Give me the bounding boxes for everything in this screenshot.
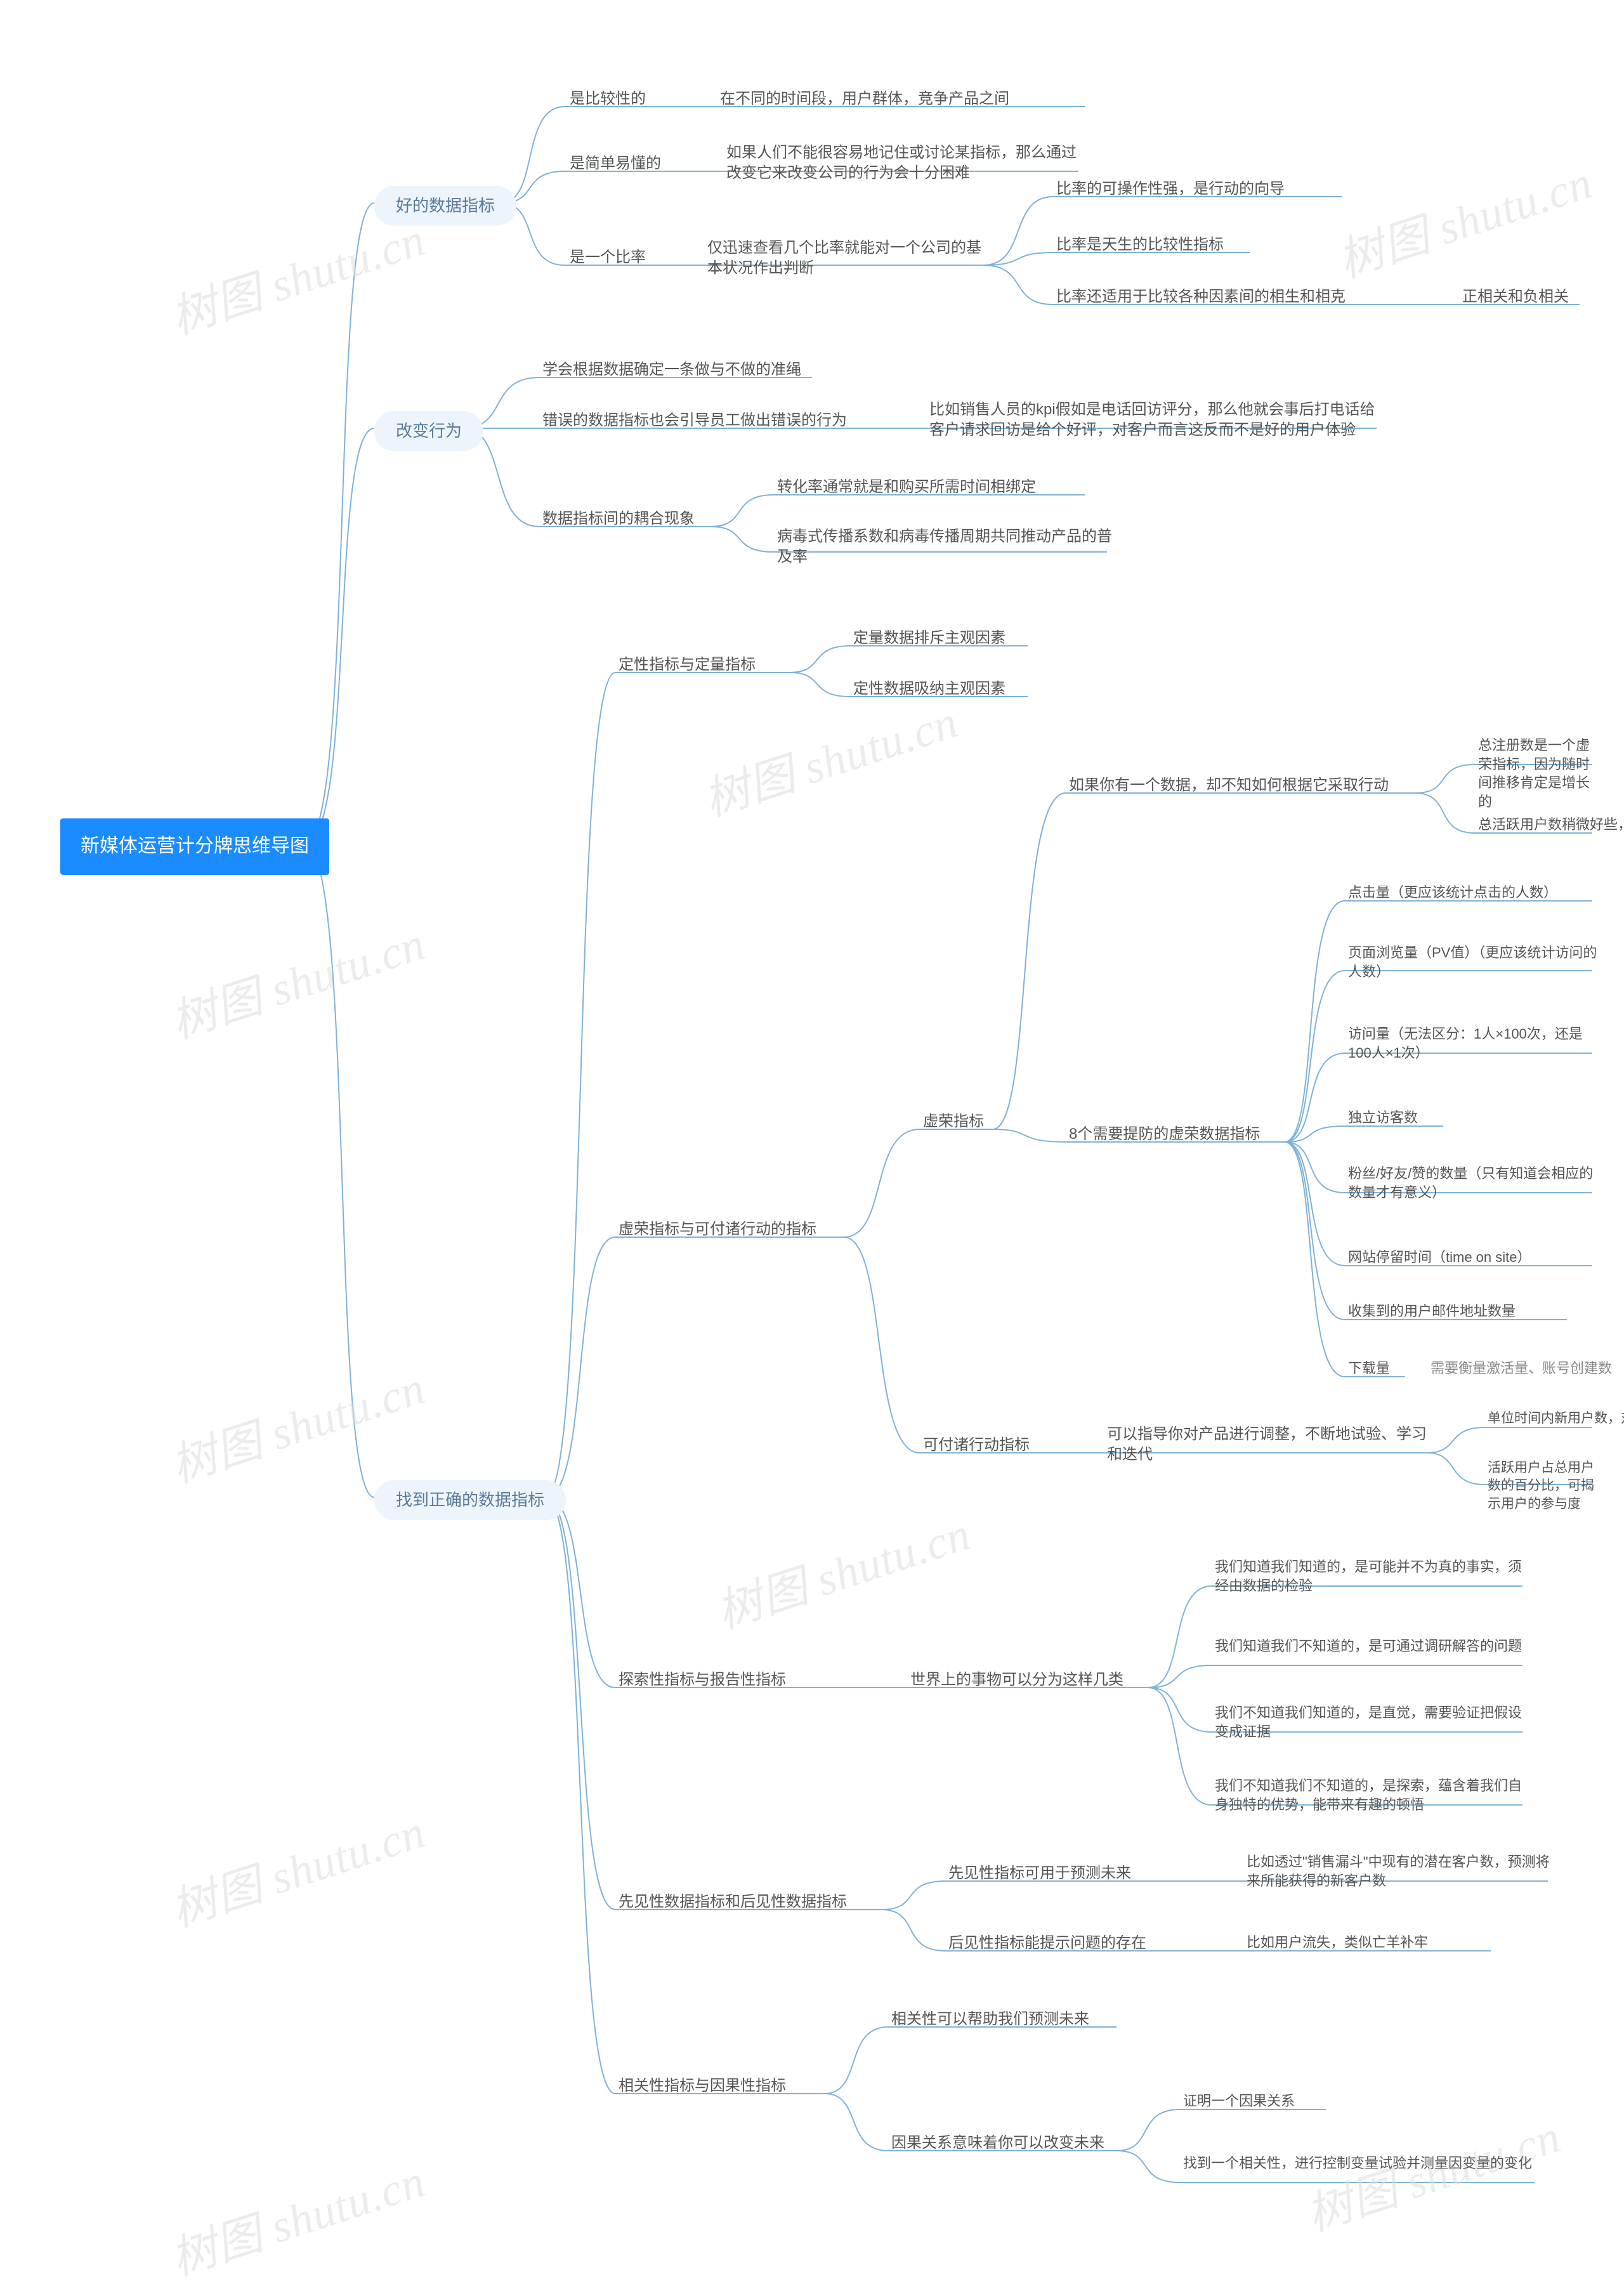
b1c-g1: 比率的可操作性强，是行动的向导 bbox=[1056, 179, 1285, 199]
v2-p1: 点击量（更应该统计点击的人数） bbox=[1348, 883, 1557, 902]
v2-p8: 下载量 bbox=[1348, 1359, 1390, 1378]
b3c-e1: 我们知道我们知道的，是可能并不为真的事实，须经由数据的检验 bbox=[1215, 1558, 1532, 1595]
v2-p6: 网站停留时间（time on site） bbox=[1348, 1248, 1531, 1267]
action: 可付诸行动指标 bbox=[923, 1435, 1030, 1455]
b3c-e2: 我们知道我们不知道的，是可通过调研解答的问题 bbox=[1215, 1637, 1532, 1656]
b1b-child: 如果人们不能很容易地记住或讨论某指标，那么通过改变它来改变公司的行为会十分困难 bbox=[726, 143, 1082, 184]
v2-p7: 收集到的用户邮件地址数量 bbox=[1348, 1302, 1516, 1321]
b1c-child: 仅迅速查看几个比率就能对一个公司的基本状况作出判断 bbox=[707, 238, 986, 279]
branch-find-metrics[interactable]: 找到正确的数据指标 bbox=[374, 1480, 566, 1520]
b3a: 定性指标与定量指标 bbox=[619, 655, 756, 675]
v1: 如果你有一个数据，却不知如何根据它采取行动 bbox=[1069, 775, 1389, 796]
branch-good-metrics[interactable]: 好的数据指标 bbox=[374, 186, 516, 226]
b3c-e4: 我们不知道我们不知道的，是探索，蕴含着我们自身独特的优势，能带来有趣的顿悟 bbox=[1215, 1776, 1532, 1814]
b2c-c2: 病毒式传播系数和病毒传播周期共同推动产品的普及率 bbox=[777, 527, 1120, 568]
b1c-g3a: 正相关和负相关 bbox=[1462, 287, 1569, 307]
v2-p2: 页面浏览量（PV值）（更应该统计访问的人数） bbox=[1348, 943, 1602, 981]
v2-p3: 访问量（无法区分：1人×100次，还是100人×1次） bbox=[1348, 1025, 1602, 1062]
b3a-a1: 定量数据排斥主观因素 bbox=[853, 628, 1005, 648]
v1b: 总活跃用户数稍微好些，但也是虚荣指标 bbox=[1478, 815, 1624, 834]
b1c: 是一个比率 bbox=[570, 247, 646, 268]
b3a-a2: 定性数据吸纳主观因素 bbox=[853, 679, 1005, 699]
branch-change-behavior[interactable]: 改变行为 bbox=[374, 411, 483, 451]
b3e-r2: 因果关系意味着你可以改变未来 bbox=[891, 2133, 1104, 2153]
b3e-r2-y2: 找到一个相关性，进行控制变量试验并测量因变量的变化 bbox=[1183, 2154, 1545, 2173]
b3d: 先见性数据指标和后见性数据指标 bbox=[619, 1892, 847, 1912]
action-g2: 活跃用户占总用户数的百分比，可揭示用户的参与度 bbox=[1488, 1459, 1605, 1513]
b3e-r1: 相关性可以帮助我们预测未来 bbox=[891, 2009, 1089, 2030]
b3d-d2: 后见性指标能提示问题的存在 bbox=[948, 1933, 1146, 1953]
b1a-child: 在不同的时间段，用户群体，竞争产品之间 bbox=[720, 89, 1009, 109]
b2b-child: 比如销售人员的kpi假如是电话回访评分，那么他就会事后打电话给客户请求回访是给个… bbox=[929, 400, 1386, 441]
b1b: 是简单易懂的 bbox=[570, 154, 661, 174]
b3c-child: 世界上的事物可以分为这样几类 bbox=[910, 1670, 1123, 1690]
b1c-g3: 比率还适用于比较各种因素间的相生和相克 bbox=[1056, 287, 1346, 307]
b3d-d2-child: 比如用户流失，类似亡羊补牢 bbox=[1247, 1933, 1428, 1952]
b3b: 虚荣指标与可付诸行动的指标 bbox=[619, 1219, 816, 1240]
b3d-d1: 先见性指标可用于预测未来 bbox=[948, 1863, 1131, 1884]
b1c-g2: 比率是天生的比较性指标 bbox=[1056, 235, 1224, 255]
b3e: 相关性指标与因果性指标 bbox=[619, 2076, 786, 2096]
b3c-e3: 我们不知道我们知道的，是直觉，需要验证把假设变成证据 bbox=[1215, 1703, 1532, 1741]
action-g1: 单位时间内新用户数，对比不同营销的效果 bbox=[1488, 1410, 1624, 1427]
mindmap-canvas: 树图 shutu.cn 树图 shutu.cn 树图 shutu.cn 树图 s… bbox=[0, 0, 1624, 2296]
v2-p4: 独立访客数 bbox=[1348, 1108, 1418, 1127]
b2a: 学会根据数据确定一条做与不做的准绳 bbox=[542, 360, 801, 380]
b2c: 数据指标间的耦合现象 bbox=[542, 509, 695, 529]
v2-p5: 粉丝/好友/赞的数量（只有知道会相应的数量才有意义） bbox=[1348, 1164, 1602, 1202]
root-node[interactable]: 新媒体运营计分牌思维导图 bbox=[60, 818, 329, 875]
b1a: 是比较性的 bbox=[570, 89, 646, 109]
v1a: 总注册数是一个虚荣指标，因为随时间推移肯定是增长的 bbox=[1478, 736, 1599, 811]
b3e-r2-y1: 证明一个因果关系 bbox=[1183, 2092, 1295, 2111]
v2: 8个需要提防的虚荣数据指标 bbox=[1069, 1124, 1260, 1145]
action-child: 可以指导你对产品进行调整，不断地试验、学习和迭代 bbox=[1107, 1424, 1431, 1466]
b2b: 错误的数据指标也会引导员工做出错误的行为 bbox=[542, 410, 847, 431]
v2-p8-child: 需要衡量激活量、账号创建数 bbox=[1431, 1359, 1612, 1378]
b2c-c1: 转化率通常就是和购买所需时间相绑定 bbox=[777, 477, 1036, 497]
b3d-d1-child: 比如透过"销售漏斗"中现有的潜在客户数，预测将来所能获得的新客户数 bbox=[1247, 1853, 1557, 1890]
vanity: 虚荣指标 bbox=[923, 1112, 984, 1132]
b3c: 探索性指标与报告性指标 bbox=[619, 1670, 786, 1690]
